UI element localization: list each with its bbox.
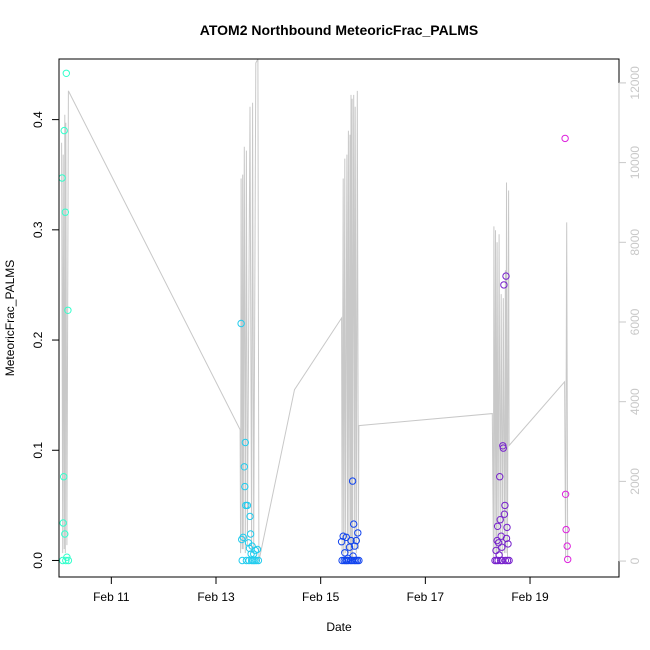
data-point <box>351 542 359 550</box>
data-point <box>344 556 353 565</box>
plot-frame <box>58 58 620 578</box>
y2-tick-label: 4000 <box>628 388 642 415</box>
data-point <box>347 536 355 545</box>
y-tick-label: 0.4 <box>31 111 45 128</box>
data-point <box>246 530 255 538</box>
data-point <box>562 525 570 534</box>
data-point <box>61 208 70 216</box>
data-point <box>339 532 347 540</box>
data-point <box>243 501 252 510</box>
x-tick-label: Feb 17 <box>407 590 445 604</box>
data-point <box>237 319 245 328</box>
x-tick-label: Feb 13 <box>197 590 235 604</box>
y-axis: 0.0 0.1 0.2 0.3 0.4 <box>31 111 60 569</box>
data-point <box>238 535 246 544</box>
data-point <box>494 556 502 565</box>
data-point <box>561 490 570 498</box>
y2-axis: 0 2000 4000 6000 8000 10000 12000 <box>618 66 642 564</box>
data-point <box>60 126 68 135</box>
data-point <box>62 556 70 565</box>
data-point <box>352 536 360 545</box>
data-point <box>563 542 571 550</box>
secondary-line-layer <box>61 58 569 562</box>
y-tick-label: 0.1 <box>31 442 45 459</box>
data-point <box>505 556 513 565</box>
x-axis-label: Date <box>326 620 352 634</box>
data-point <box>350 520 358 528</box>
data-point <box>500 281 508 289</box>
data-point <box>354 529 362 537</box>
data-point <box>253 545 262 554</box>
data-point <box>493 536 501 545</box>
data-point <box>504 540 512 548</box>
data-point <box>355 556 363 565</box>
y-tick-label: 0.3 <box>31 221 45 238</box>
data-point <box>245 556 253 565</box>
data-point <box>241 438 250 447</box>
data-point <box>337 538 346 546</box>
data-point <box>498 543 506 551</box>
data-point <box>500 510 509 518</box>
data-point <box>348 477 357 485</box>
data-point <box>495 551 503 559</box>
x-tick-label: Feb 19 <box>511 590 549 604</box>
y2-tick-label: 10000 <box>628 146 642 180</box>
data-point <box>239 533 247 541</box>
y2-tick-label: 0 <box>628 557 642 564</box>
x-axis: Feb 11 Feb 13 Feb 15 Feb 17 Feb 19 <box>93 576 549 604</box>
data-point <box>241 482 249 491</box>
data-point <box>64 306 72 314</box>
y2-tick-label: 2000 <box>628 468 642 495</box>
data-point <box>502 272 510 280</box>
data-point <box>240 463 249 471</box>
data-point <box>493 522 502 530</box>
y-tick-label: 0.2 <box>31 331 45 348</box>
data-point <box>501 556 510 565</box>
data-point <box>499 444 507 452</box>
data-point <box>561 134 569 143</box>
data-point <box>564 555 572 564</box>
data-point <box>252 556 260 565</box>
data-point <box>496 516 504 524</box>
data-point <box>61 530 69 538</box>
data-point <box>64 556 73 565</box>
data-point <box>63 553 71 561</box>
data-point <box>345 543 354 551</box>
data-point <box>62 69 71 78</box>
y2-tick-label: 8000 <box>628 229 642 256</box>
x-tick-label: Feb 15 <box>302 590 340 604</box>
y2-tick-label: 6000 <box>628 308 642 335</box>
y2-tick-label: 12000 <box>628 66 642 100</box>
y-axis-label: MeteoricFrac_PALMS <box>3 260 17 376</box>
data-point <box>60 473 68 481</box>
data-point <box>501 501 509 510</box>
data-point <box>246 512 254 521</box>
secondary-series-line <box>61 58 569 562</box>
data-point <box>341 549 349 557</box>
points-layer <box>58 69 572 565</box>
data-point <box>254 556 263 565</box>
chart-title: ATOM2 Northbound MeteoricFrac_PALMS <box>200 22 478 38</box>
data-point <box>503 523 511 532</box>
data-point <box>502 534 511 543</box>
data-point <box>496 473 504 481</box>
data-point <box>59 519 67 527</box>
y-tick-label: 0.0 <box>31 552 45 569</box>
x-tick-label: Feb 11 <box>93 590 130 604</box>
